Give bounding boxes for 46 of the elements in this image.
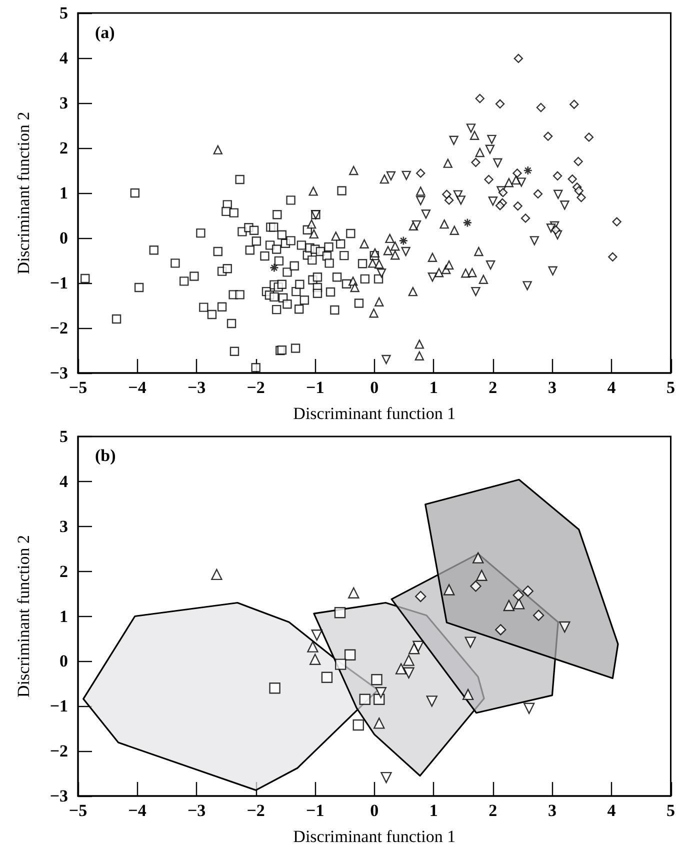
x-tick-label: 5 <box>666 801 675 820</box>
x-tick-label: 3 <box>548 378 556 397</box>
y-tick-label: −2 <box>50 742 68 761</box>
y-tick-label: −3 <box>50 364 68 382</box>
x-tick-label: 2 <box>488 378 498 397</box>
x-tick-label: −1 <box>306 801 324 820</box>
y-tick-label: 2 <box>60 138 68 158</box>
x-tick-label: 1 <box>429 801 438 820</box>
x-tick-label: −4 <box>128 801 147 820</box>
text: (a) <box>95 23 115 42</box>
y-tick-label: −1 <box>50 274 68 292</box>
y-tick-label: 0 <box>60 652 68 671</box>
x-tick-label: 0 <box>370 378 379 397</box>
x-tick-label: −5 <box>68 378 88 397</box>
x-tick-label: 4 <box>607 801 616 820</box>
y-tick-label: 4 <box>60 472 68 491</box>
x-tick-label: −3 <box>187 378 206 397</box>
text: (b) <box>95 446 116 465</box>
y-axis-title: Discriminant function 2 <box>14 112 33 274</box>
x-tick-label: 4 <box>607 378 616 397</box>
y-tick-label: 1 <box>60 606 68 626</box>
x-axis-title: Discriminant function 1 <box>293 827 456 846</box>
y-tick-label: 5 <box>60 4 68 22</box>
x-tick-label: 5 <box>666 378 675 397</box>
x-tick-label: −1 <box>306 378 324 397</box>
y-tick-label: 3 <box>60 516 68 536</box>
y-tick-label: −3 <box>50 786 68 806</box>
y-tick-label: 3 <box>60 94 68 112</box>
y-tick-label: 1 <box>60 184 68 202</box>
y-tick-label: 4 <box>60 48 68 68</box>
y-tick-label: 2 <box>60 562 68 581</box>
x-tick-label: −2 <box>246 378 265 397</box>
x-tick-label: −2 <box>246 801 265 820</box>
y-tick-label: −1 <box>50 696 68 716</box>
y-tick-label: 0 <box>60 228 68 248</box>
x-tick-label: −5 <box>68 801 88 820</box>
y-axis-title: Discriminant function 2 <box>14 535 33 698</box>
x-tick-label: 1 <box>429 378 438 397</box>
x-axis-title: Discriminant function 1 <box>293 404 456 423</box>
x-tick-label: −3 <box>187 801 206 820</box>
x-tick-label: 3 <box>548 801 556 820</box>
y-tick-label: 5 <box>60 427 68 446</box>
x-tick-label: 0 <box>370 801 379 820</box>
x-tick-label: 2 <box>488 801 498 820</box>
x-tick-label: −4 <box>128 378 147 397</box>
y-tick-label: −2 <box>50 318 68 338</box>
